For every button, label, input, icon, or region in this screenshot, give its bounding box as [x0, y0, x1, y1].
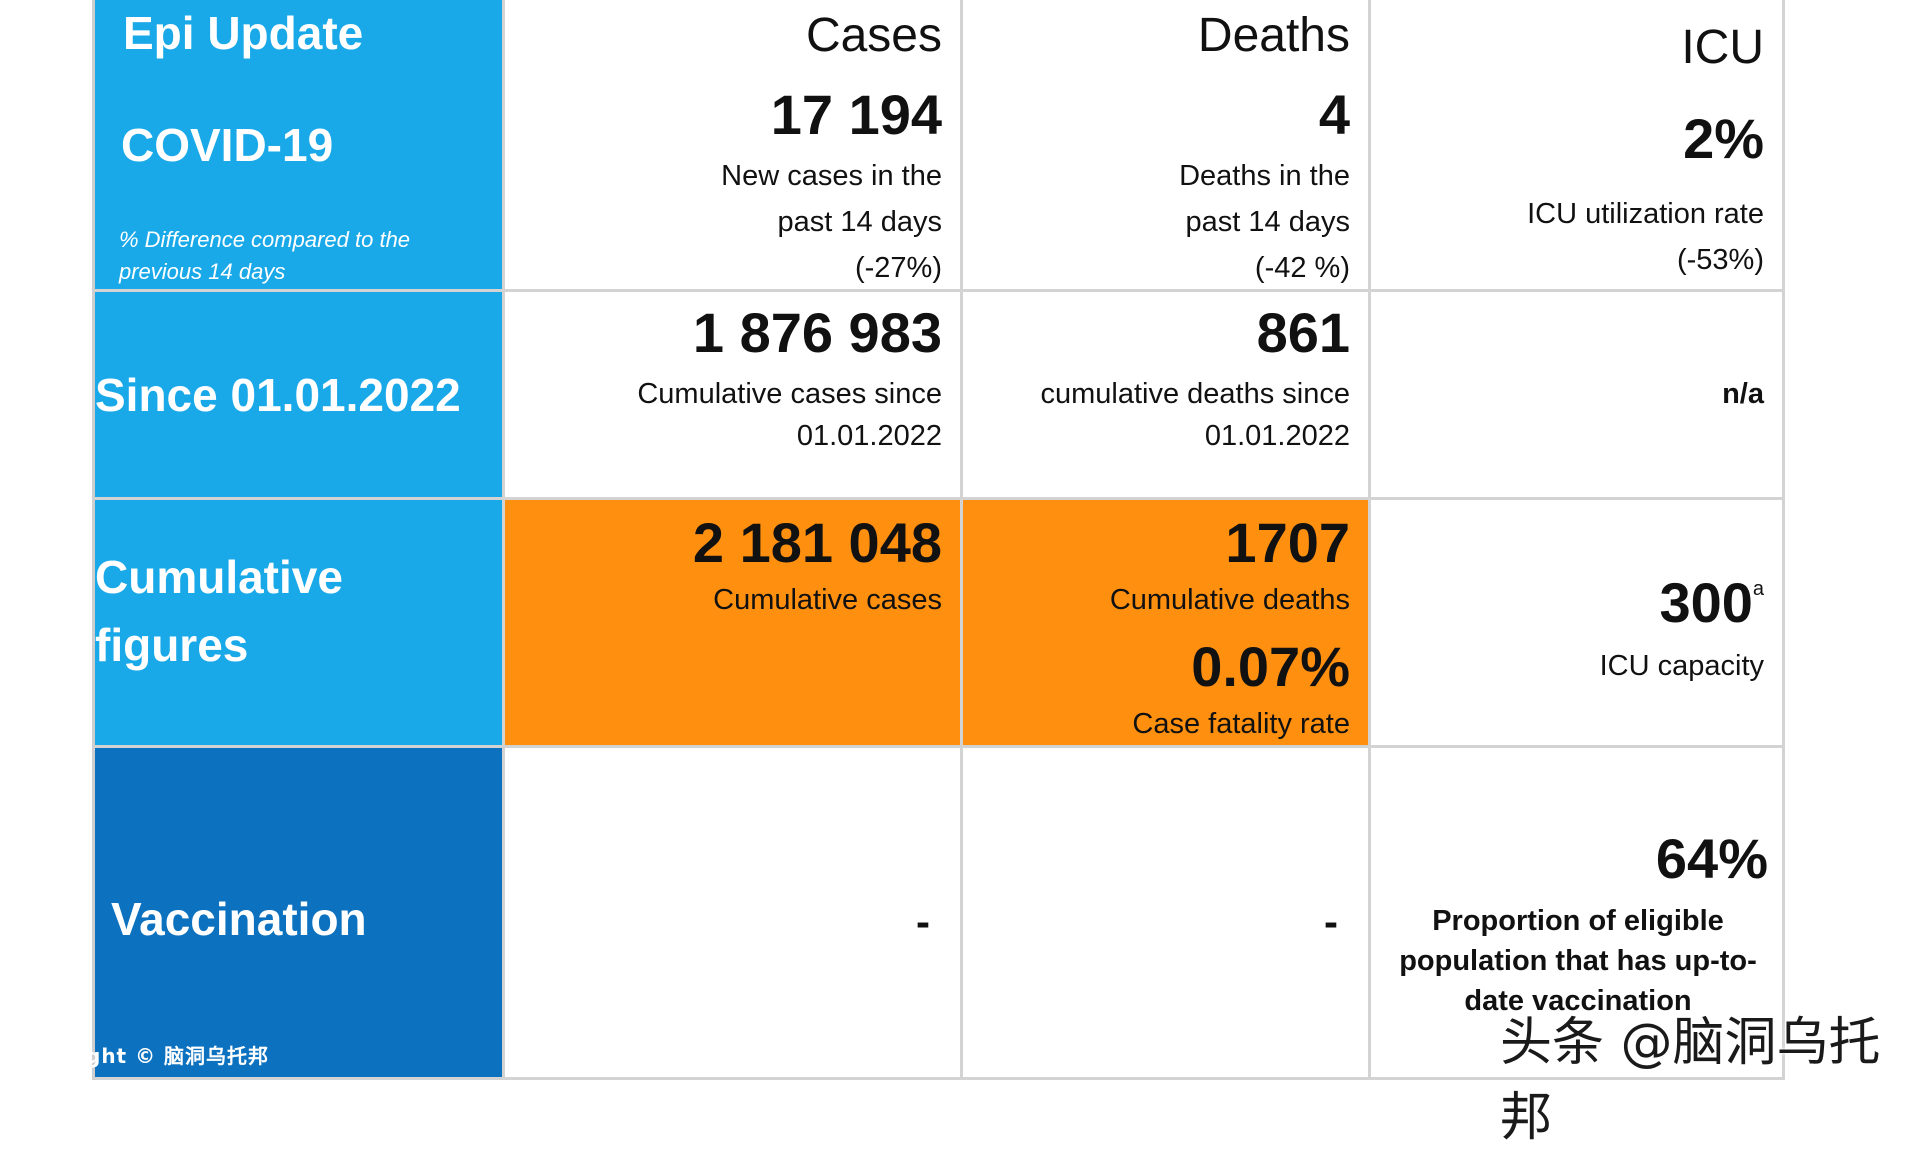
icu-column-header: ICU	[1681, 21, 1764, 74]
case-fatality-rate-value: 0.07%	[1191, 635, 1350, 698]
vaccination-icu-cell: 64% Proportion of eligible population th…	[1371, 748, 1785, 1080]
cases-since-2022-label-2: 01.01.2022	[796, 420, 942, 452]
icu-utilization-value: 2%	[1683, 107, 1764, 170]
since-2022-label-cell: Since 01.01.2022	[95, 292, 505, 500]
vaccination-rate-label-1: Proportion of eligible	[1432, 905, 1724, 937]
cumulative-deaths-label: Cumulative deaths	[1109, 584, 1350, 616]
new-deaths-value: 4	[1318, 83, 1350, 146]
new-deaths-label-1: Deaths in the	[1179, 160, 1350, 192]
epi-update-title: Epi Update	[123, 7, 364, 59]
cumulative-cases-label: Cumulative cases	[713, 584, 942, 616]
cumulative-deaths-cell: 1707 Cumulative deaths 0.07% Case fatali…	[963, 500, 1371, 748]
watermark: 头条 @脑洞乌托邦	[1500, 1013, 1881, 1148]
vaccination-cases-cell: -	[505, 748, 963, 1080]
icu-utilization-cell: ICU 2% ICU utilization rate (-53%)	[1371, 0, 1785, 292]
vaccination-label: Vaccination	[111, 893, 367, 945]
vaccination-rate-label-3: date vaccination	[1464, 985, 1692, 1017]
vaccination-cases-value: -	[916, 898, 930, 945]
icu-capacity-cell: 300a ICU capacity	[1371, 500, 1785, 748]
icu-capacity-label: ICU capacity	[1599, 650, 1764, 682]
deaths-since-2022-cell: 861 cumulative deaths since 01.01.2022	[963, 292, 1371, 500]
new-cases-change: (-27%)	[854, 252, 942, 284]
icu-since-2022-value: n/a	[1722, 378, 1764, 410]
vaccination-deaths-cell: -	[963, 748, 1371, 1080]
icu-capacity-value: 300a	[1659, 570, 1764, 635]
deaths-since-2022-label-1: cumulative deaths since	[1040, 378, 1351, 410]
cumulative-label-cell: Cumulative figures	[95, 500, 505, 748]
cumulative-label-2: figures	[95, 619, 249, 671]
deaths-column-header: Deaths	[1197, 9, 1350, 62]
since-2022-label: Since 01.01.2022	[95, 369, 461, 421]
cases-column-header: Cases	[805, 9, 942, 62]
new-cases-label-1: New cases in the	[721, 160, 942, 192]
cases-14day-cell: Cases 17 194 New cases in the past 14 da…	[505, 0, 963, 292]
cases-since-2022-label-1: Cumulative cases since	[637, 378, 942, 410]
case-fatality-rate-label: Case fatality rate	[1132, 708, 1350, 740]
vaccination-deaths-value: -	[1324, 898, 1338, 945]
epi-update-table: Epi Update COVID-19 % Difference compare…	[92, 0, 1785, 1080]
icu-capacity-footnote: a	[1752, 578, 1764, 600]
vaccination-rate-value: 64%	[1655, 827, 1768, 890]
icu-capacity-number: 300	[1659, 571, 1753, 634]
cumulative-cases-value: 2 181 048	[692, 511, 942, 574]
header-cell: Epi Update COVID-19 % Difference compare…	[95, 0, 505, 292]
deaths-since-2022-label-2: 01.01.2022	[1204, 420, 1350, 452]
vaccination-rate-label-2: population that has up-to-	[1399, 945, 1757, 977]
new-cases-value: 17 194	[770, 83, 942, 146]
cumulative-deaths-value: 1707	[1225, 511, 1350, 574]
cases-since-2022-cell: 1 876 983 Cumulative cases since 01.01.2…	[505, 292, 963, 500]
deaths-14day-cell: Deaths 4 Deaths in the past 14 days (-42…	[963, 0, 1371, 292]
cumulative-cases-cell: 2 181 048 Cumulative cases	[505, 500, 963, 748]
icu-since-2022-cell: n/a	[1371, 292, 1785, 500]
icu-utilization-change: (-53%)	[1676, 244, 1764, 276]
new-deaths-label-2: past 14 days	[1185, 206, 1350, 238]
deaths-since-2022-value: 861	[1256, 301, 1350, 364]
icu-utilization-label: ICU utilization rate	[1527, 198, 1764, 230]
new-deaths-change: (-42 %)	[1254, 252, 1350, 284]
cumulative-label-1: Cumulative	[95, 551, 343, 603]
cases-since-2022-value: 1 876 983	[692, 301, 942, 364]
covid-title: COVID-19	[121, 119, 334, 171]
new-cases-label-2: past 14 days	[777, 206, 942, 238]
difference-note: % Difference compared to the previous 14…	[119, 227, 411, 284]
vaccination-label-cell: Vaccination	[95, 748, 505, 1080]
copyright-credit: ght © 脑洞乌托邦	[86, 1044, 270, 1068]
